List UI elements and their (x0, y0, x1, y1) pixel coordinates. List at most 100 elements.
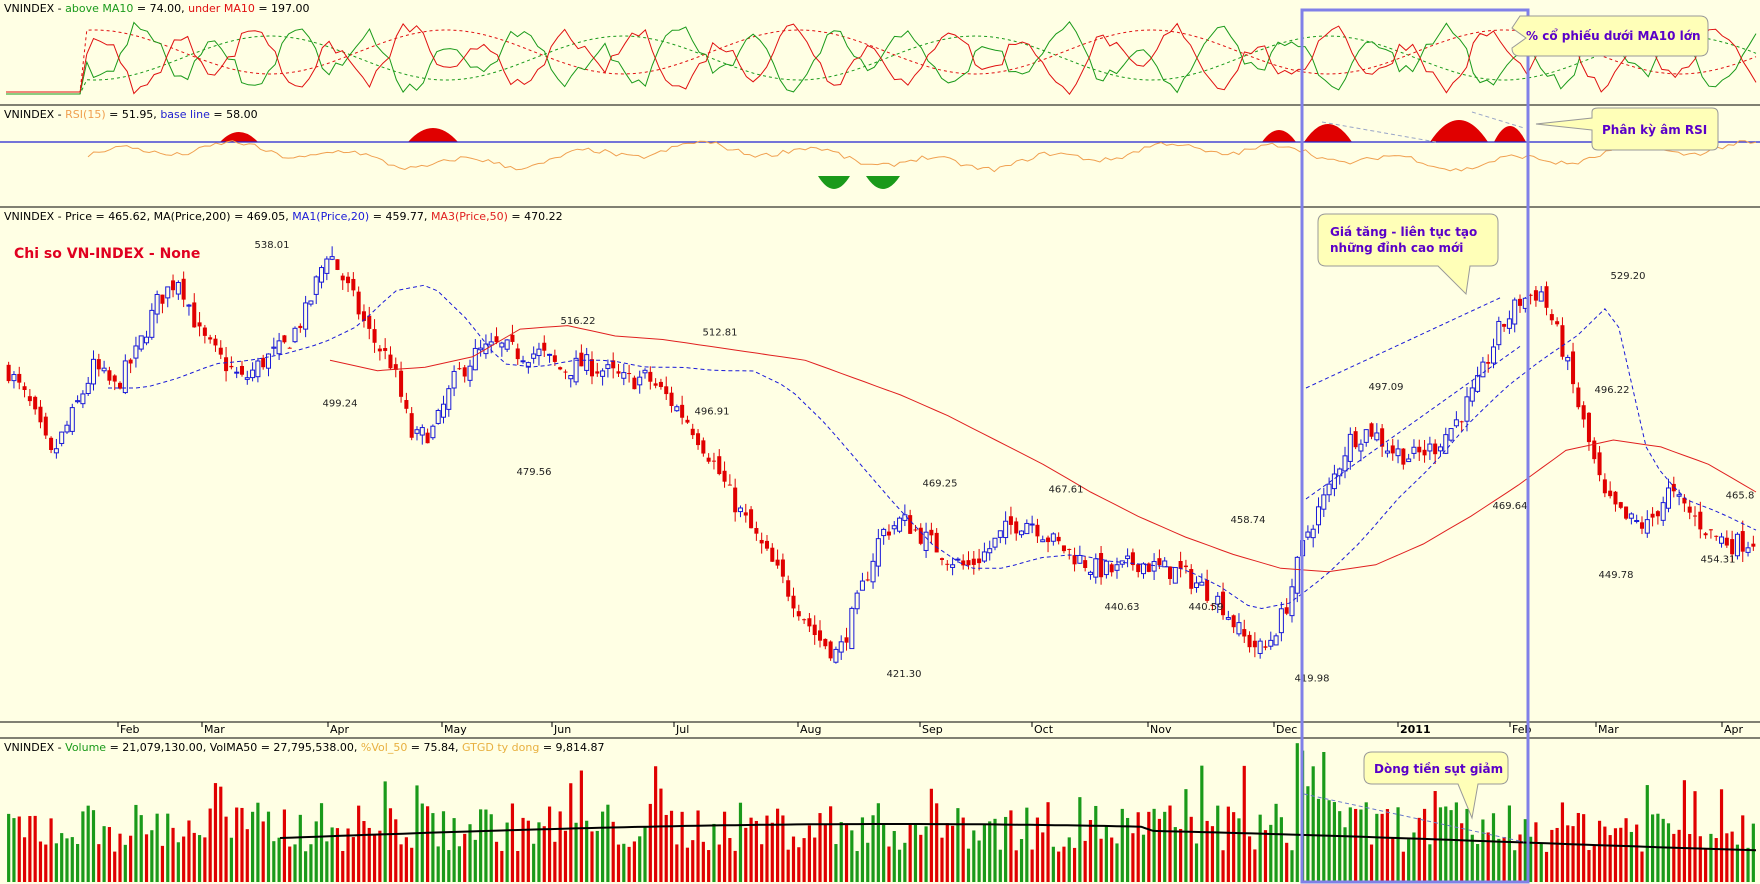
volume-bar (304, 851, 308, 882)
candle-body (202, 327, 207, 336)
candle-body (340, 275, 345, 281)
volume-bar (1221, 850, 1225, 882)
volume-bar (1152, 808, 1156, 882)
volume-bar (1269, 824, 1273, 882)
candle-body (1433, 443, 1438, 455)
candle-body (881, 528, 887, 537)
candle-body (568, 375, 574, 380)
candle-body (754, 528, 759, 534)
volume-bar (1693, 791, 1697, 882)
candle-body (573, 357, 579, 383)
candle-body (377, 348, 382, 352)
candle-body (727, 484, 732, 486)
candle-body (1703, 533, 1708, 536)
candle-body (1401, 448, 1406, 465)
volume-bar (261, 821, 265, 882)
candle-body (313, 276, 319, 295)
candle-body (244, 377, 250, 380)
volume-bar (744, 827, 748, 882)
axis-tick-label: 2011 (1400, 723, 1431, 736)
price-header: VNINDEX - Price = 465.62, MA(Price,200) … (4, 210, 563, 223)
volume-bar (1449, 810, 1453, 882)
candle-body (1247, 634, 1252, 648)
volume-bar (1672, 833, 1676, 882)
volume-bar (1364, 802, 1368, 882)
candle-body (265, 353, 272, 369)
candle-body (759, 539, 764, 544)
candle-body (361, 311, 366, 322)
callout-rsi-text: Phân kỳ âm RSI (1602, 123, 1707, 137)
candle-body (701, 440, 706, 454)
volume-bar (813, 837, 817, 882)
candle-body (1608, 490, 1613, 497)
candle-body (1581, 405, 1586, 420)
candle-body (536, 348, 542, 357)
candle-body (1453, 419, 1459, 427)
price-label: 496.91 (695, 407, 730, 418)
volume-bar (38, 841, 43, 882)
candle-body (1660, 502, 1666, 521)
volume-header: VNINDEX - Volume = 21,079,130.00, VolMA5… (4, 741, 605, 754)
candle-body (17, 373, 22, 383)
volume-bar (1242, 765, 1246, 882)
candle-body (823, 638, 828, 647)
candle-body (346, 276, 351, 284)
candle-body (11, 374, 17, 382)
candle-body (133, 345, 139, 359)
volume-bar (166, 813, 170, 882)
rsi-overbought-fill (1494, 126, 1526, 142)
candle-body (457, 368, 462, 370)
candle-body (696, 433, 701, 446)
candle-body (1315, 506, 1322, 526)
candle-body (552, 355, 557, 362)
volume-bar (1417, 817, 1421, 882)
candle-body (1331, 473, 1337, 490)
volume-bar (1338, 811, 1342, 882)
candle-body (308, 300, 314, 305)
candle-body (478, 347, 484, 351)
volume-bar (1126, 817, 1130, 882)
candle-body (770, 547, 775, 562)
candle-body (335, 259, 340, 270)
candle-body (870, 560, 876, 583)
volume-bar (823, 824, 827, 882)
candle-body (1406, 458, 1412, 463)
volume-bar (1210, 826, 1215, 882)
candle-body (1019, 530, 1025, 536)
candle-body (913, 529, 918, 531)
volume-bar (1592, 845, 1596, 882)
candle-body (584, 354, 590, 371)
trendline-upper (1305, 297, 1501, 389)
volume-bar (1279, 817, 1283, 882)
candle-body (1225, 617, 1231, 620)
ma50-line (329, 325, 1757, 573)
rsi-overbought-fill (1304, 124, 1352, 142)
candle-body (208, 337, 213, 340)
volume-bar (1465, 808, 1469, 882)
volume-bar (1226, 806, 1230, 882)
candle-body (1189, 569, 1194, 589)
volume-bar (1306, 786, 1310, 882)
volume-bar (346, 828, 350, 882)
candle-body (1077, 554, 1083, 564)
volume-bar (919, 834, 923, 882)
candle-body (1140, 563, 1147, 575)
volume-bar (1619, 827, 1623, 882)
candle-body (642, 369, 648, 374)
volume-bar (208, 808, 212, 882)
volume-bar (404, 837, 408, 882)
candle-body (987, 548, 993, 554)
volume-bar (1200, 765, 1204, 882)
volume-bar (1263, 830, 1268, 882)
volume-bar (1624, 818, 1628, 882)
volume-bar (1491, 813, 1496, 882)
volume-bar (717, 844, 721, 882)
chart-title: Chi so VN-INDEX - None (14, 246, 200, 262)
volume-bar (309, 844, 313, 882)
candle-body (1183, 565, 1188, 568)
candle-body (75, 400, 81, 403)
volume-bar (182, 836, 186, 882)
volume-bar (187, 820, 191, 882)
volume-bar (712, 823, 716, 882)
candle-body (1502, 324, 1507, 327)
